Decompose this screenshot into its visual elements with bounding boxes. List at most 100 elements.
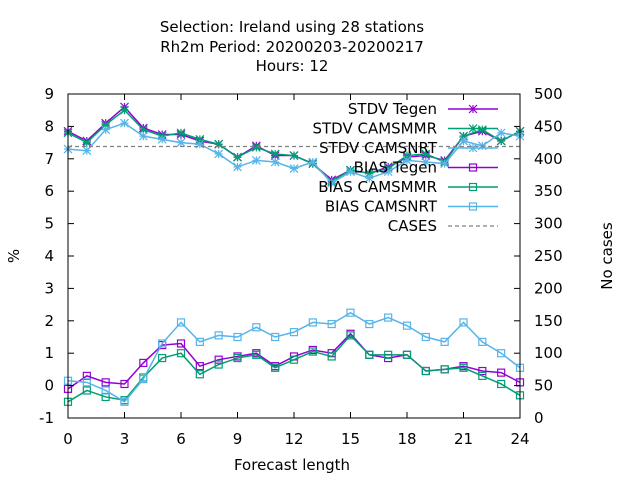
legend-marker (468, 143, 478, 153)
data-point (139, 375, 148, 384)
y-axis-label: % (5, 249, 23, 263)
legend-marker (468, 202, 478, 211)
series-line (67, 332, 521, 390)
legend-entry: CASES (388, 217, 498, 235)
data-point (82, 138, 92, 148)
data-point (120, 118, 129, 128)
data-point (252, 323, 261, 332)
data-point (271, 363, 280, 372)
data-point (214, 331, 223, 340)
legend-entry: BIAS CAMSMMR (318, 178, 498, 196)
data-point (440, 337, 449, 346)
data-point (402, 155, 412, 165)
data-point (176, 349, 186, 358)
x-axis-label: Forecast length (234, 456, 350, 474)
data-point (327, 319, 336, 329)
data-point (421, 366, 430, 376)
series-line (67, 311, 521, 403)
x-tick-label: 3 (120, 430, 130, 448)
series-3 (63, 329, 525, 393)
data-point (478, 337, 487, 346)
data-point (308, 347, 317, 356)
data-point (497, 368, 506, 377)
data-point (384, 313, 393, 322)
data-point (101, 125, 111, 135)
y2-tick-label: 500 (534, 85, 563, 103)
series-layer (63, 102, 525, 406)
data-point (478, 366, 487, 376)
data-point (233, 353, 242, 363)
y-tick-label: 8 (44, 117, 54, 135)
data-point (233, 152, 242, 162)
legend-marker (468, 182, 478, 192)
data-point (120, 397, 129, 406)
data-point (120, 105, 129, 115)
x-tick-label: 18 (397, 430, 416, 448)
data-point (327, 352, 336, 361)
legend-marker (468, 104, 478, 114)
data-point (289, 355, 299, 364)
data-point (459, 318, 468, 327)
data-point (176, 128, 186, 138)
data-point (497, 349, 506, 358)
data-point (195, 362, 204, 371)
data-point (440, 159, 450, 169)
y-tick-label: 7 (44, 150, 54, 168)
x-tick-label: 0 (63, 430, 73, 448)
data-point (251, 143, 261, 152)
data-point (214, 355, 223, 364)
data-point (459, 363, 468, 372)
y-tick-label: 0 (44, 377, 54, 395)
data-point (496, 128, 506, 138)
legend-label: BIAS Tegen (354, 159, 437, 177)
data-point (346, 308, 355, 317)
y-tick-label: 6 (44, 182, 54, 200)
x-tick-label: 6 (176, 430, 186, 448)
data-point (346, 331, 355, 340)
y2-tick-label: 150 (534, 312, 563, 330)
y-tick-label: 2 (44, 312, 54, 330)
data-point (101, 386, 110, 395)
legend-entry: BIAS Tegen (354, 159, 498, 177)
y2-tick-label: 100 (534, 344, 563, 362)
y2-tick-label: 450 (534, 117, 563, 135)
legend-entry: STDV Tegen (348, 100, 498, 118)
y2-tick-label: 350 (534, 182, 563, 200)
series-4 (63, 331, 525, 406)
data-point (158, 353, 167, 363)
y2-tick-label: 300 (534, 215, 563, 233)
data-point (195, 370, 204, 379)
y-tick-label: 3 (44, 279, 54, 297)
data-point (101, 378, 110, 387)
data-point (270, 149, 280, 159)
legend-label: CASES (388, 217, 437, 235)
data-point (308, 157, 318, 167)
data-point (289, 164, 299, 173)
legend-label: STDV CAMSNRT (319, 139, 438, 157)
data-point (365, 319, 374, 329)
data-point (289, 328, 299, 337)
data-point (176, 339, 186, 348)
legend-marker (468, 124, 478, 133)
legend-label: STDV CAMSMMR (312, 120, 437, 138)
legend-label: STDV Tegen (348, 100, 437, 118)
data-point (252, 350, 261, 359)
y-tick-label: 4 (44, 247, 54, 265)
chart-title: Selection: Ireland using 28 stations Rh2… (160, 18, 424, 75)
data-point (364, 173, 374, 183)
data-point (289, 151, 299, 160)
data-point (346, 167, 355, 177)
data-point (138, 131, 148, 141)
data-point (421, 332, 430, 342)
data-point (421, 157, 431, 167)
data-point (402, 321, 412, 330)
data-point (440, 365, 449, 374)
data-point (251, 155, 261, 165)
legend-label: BIAS CAMSMMR (318, 178, 437, 196)
data-point (477, 125, 487, 135)
data-point (365, 350, 374, 359)
data-point (195, 337, 204, 346)
data-point (120, 379, 129, 389)
data-point (402, 350, 412, 359)
